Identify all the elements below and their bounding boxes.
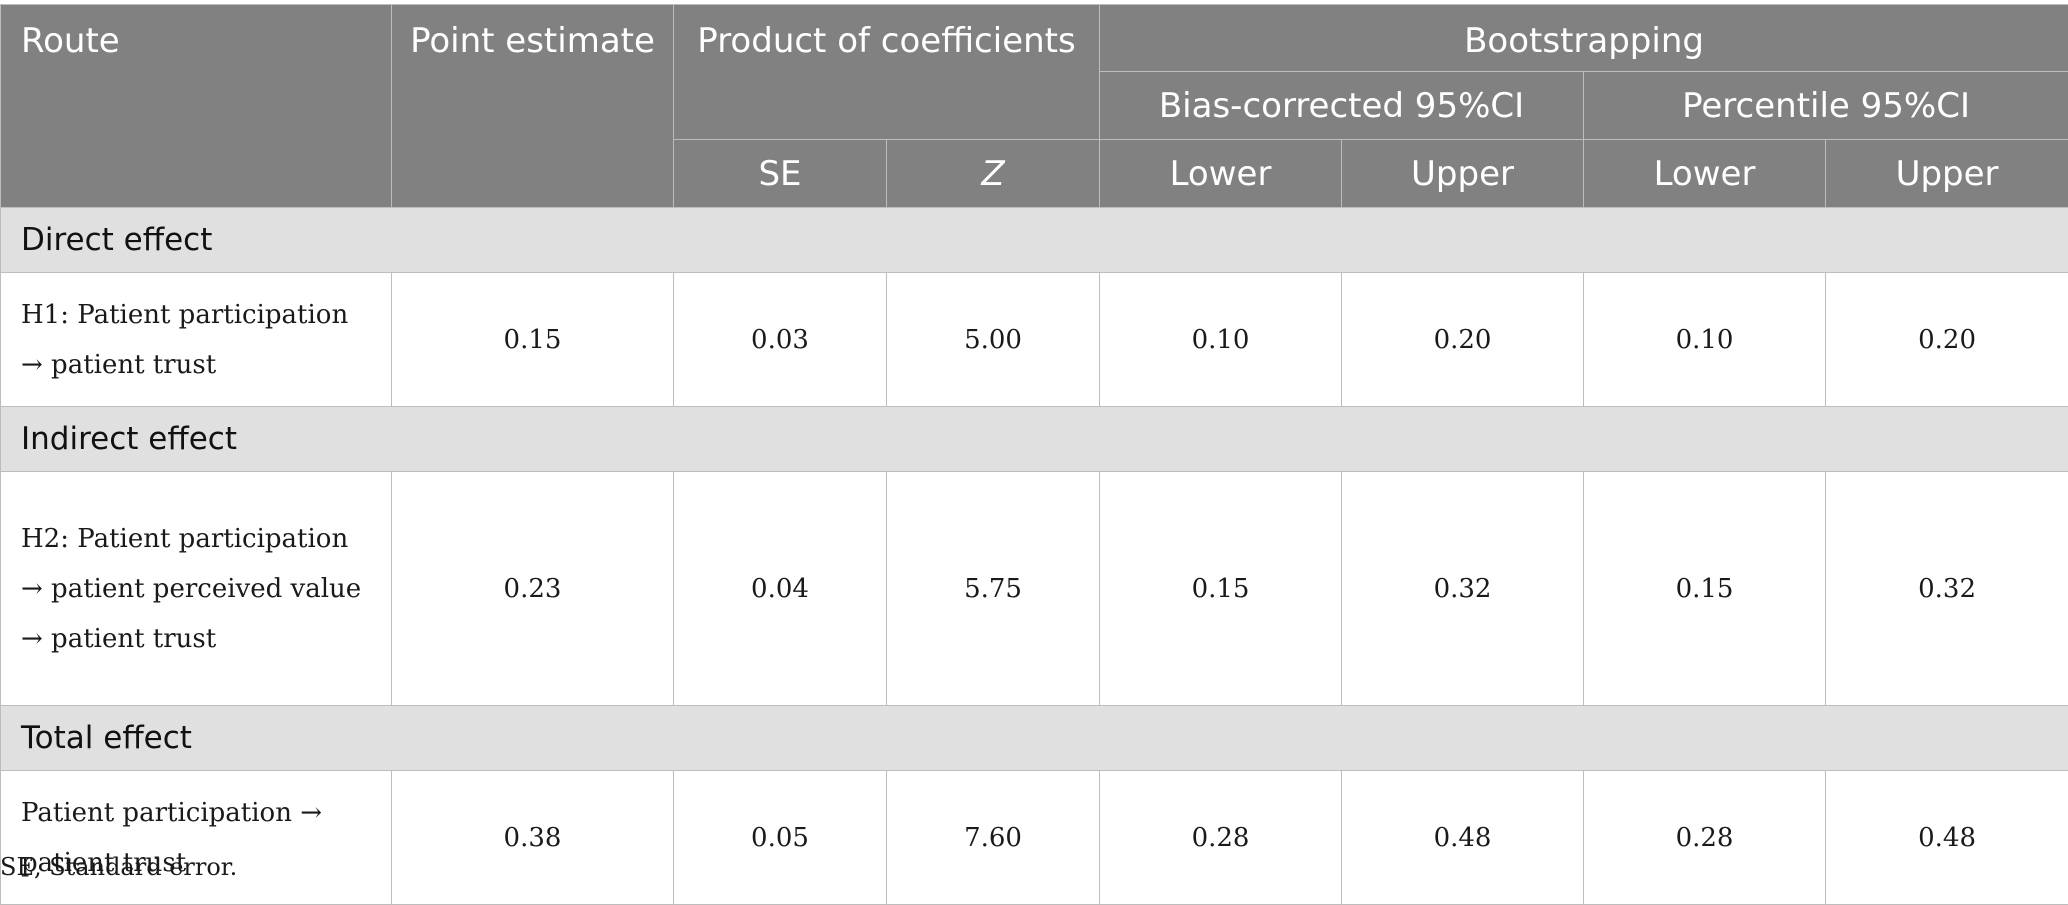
- cell-bc-lower: 0.15: [1100, 472, 1342, 706]
- mediation-effects-table: Route Point estimate Product of coeffici…: [0, 4, 2068, 905]
- header-z-label: Z: [981, 154, 1004, 194]
- cell-route: H1: Patient participation → patient trus…: [1, 273, 392, 407]
- cell-se: 0.04: [674, 472, 887, 706]
- cell-z: 5.75: [887, 472, 1100, 706]
- cell-z: 5.00: [887, 273, 1100, 407]
- header-product-of-coefficients: Product of coefficients: [674, 5, 1100, 140]
- header-route: Route: [1, 5, 392, 208]
- section-title: Indirect effect: [1, 407, 2068, 472]
- cell-point-estimate: 0.15: [392, 273, 674, 407]
- header-bc-lower: Lower: [1100, 140, 1342, 208]
- header-bootstrapping: Bootstrapping: [1100, 5, 2068, 72]
- cell-pc-upper: 0.32: [1826, 472, 2068, 706]
- cell-bc-lower: 0.28: [1100, 771, 1342, 905]
- header-bias-corrected-ci: Bias-corrected 95%CI: [1100, 72, 1584, 140]
- cell-bc-upper: 0.20: [1342, 273, 1584, 407]
- cell-route: Patient participation → patient trust: [1, 771, 392, 905]
- table-row: H2: Patient participation → patient perc…: [1, 472, 2068, 706]
- cell-pc-lower: 0.10: [1584, 273, 1826, 407]
- cell-pc-upper: 0.20: [1826, 273, 2068, 407]
- section-row-direct-effect: Direct effect: [1, 208, 2068, 273]
- header-bc-upper: Upper: [1342, 140, 1584, 208]
- cell-z: 7.60: [887, 771, 1100, 905]
- cell-route: H2: Patient participation → patient perc…: [1, 472, 392, 706]
- section-title: Total effect: [1, 706, 2068, 771]
- table-row: Patient participation → patient trust 0.…: [1, 771, 2068, 905]
- cell-bc-lower: 0.10: [1100, 273, 1342, 407]
- cell-bc-upper: 0.48: [1342, 771, 1584, 905]
- header-pc-upper: Upper: [1826, 140, 2068, 208]
- header-pc-lower: Lower: [1584, 140, 1826, 208]
- section-row-total-effect: Total effect: [1, 706, 2068, 771]
- cell-pc-upper: 0.48: [1826, 771, 2068, 905]
- section-row-indirect-effect: Indirect effect: [1, 407, 2068, 472]
- section-title: Direct effect: [1, 208, 2068, 273]
- table-body: Direct effect H1: Patient participation …: [1, 208, 2068, 905]
- cell-point-estimate: 0.38: [392, 771, 674, 905]
- header-point-estimate: Point estimate: [392, 5, 674, 208]
- table-header: Route Point estimate Product of coeffici…: [1, 5, 2068, 208]
- header-z: Z: [887, 140, 1100, 208]
- cell-bc-upper: 0.32: [1342, 472, 1584, 706]
- cell-se: 0.03: [674, 273, 887, 407]
- results-table-container: Route Point estimate Product of coeffici…: [0, 4, 2068, 905]
- table-row: H1: Patient participation → patient trus…: [1, 273, 2068, 407]
- cell-pc-lower: 0.28: [1584, 771, 1826, 905]
- cell-pc-lower: 0.15: [1584, 472, 1826, 706]
- header-se: SE: [674, 140, 887, 208]
- cell-point-estimate: 0.23: [392, 472, 674, 706]
- header-percentile-ci: Percentile 95%CI: [1584, 72, 2068, 140]
- cell-se: 0.05: [674, 771, 887, 905]
- table-footnote: SE, Standard error.: [0, 853, 237, 881]
